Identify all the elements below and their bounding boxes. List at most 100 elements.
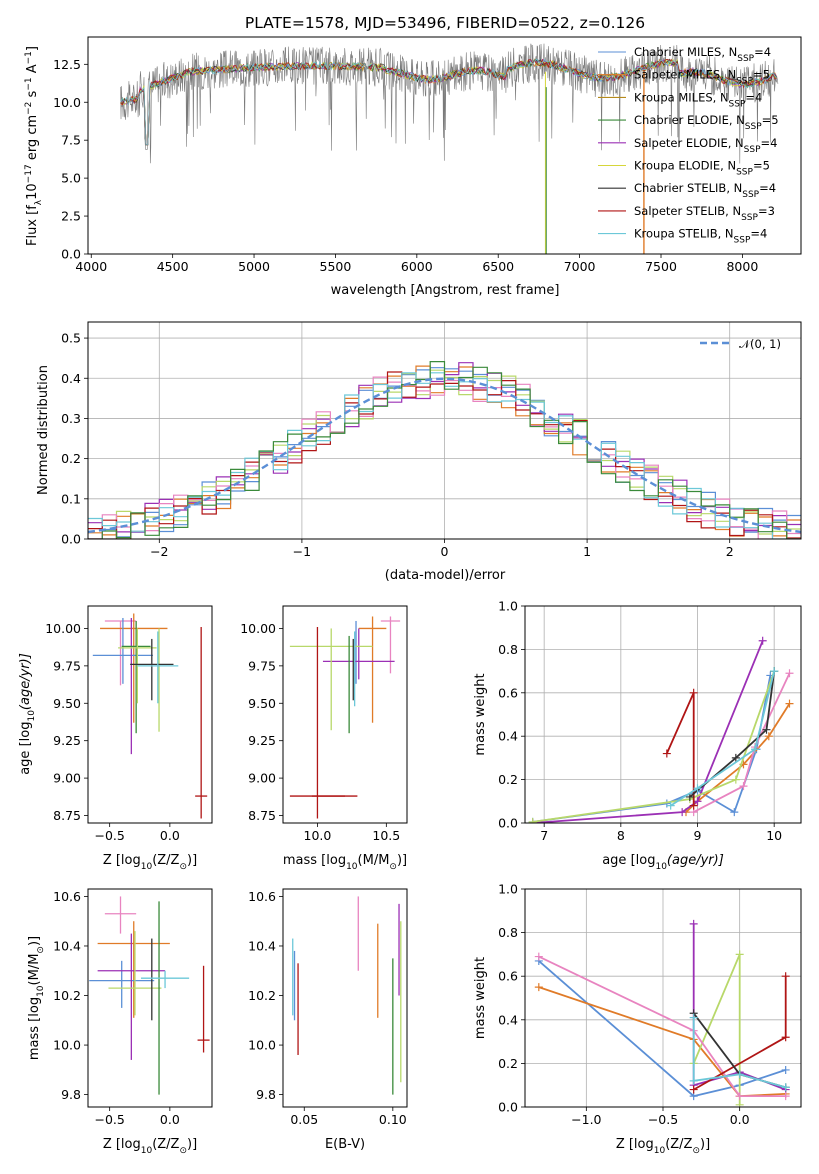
legend-label: Salpeter ELODIE, NSSP=4 bbox=[634, 136, 777, 155]
axes-frame bbox=[282, 888, 408, 1108]
x-tick-label: 6500 bbox=[482, 259, 514, 274]
x-tick-label: 4500 bbox=[157, 259, 189, 274]
x-tick-label: 7000 bbox=[564, 259, 596, 274]
weight-series bbox=[534, 952, 790, 1101]
weight-marker bbox=[785, 669, 794, 678]
x-tick-label: 0.0 bbox=[160, 828, 180, 843]
error-bar-point bbox=[108, 931, 162, 1016]
legend: Chabrier MILES, NSSP=4 Salpeter MILES, NS… bbox=[598, 45, 779, 246]
legend-label: 𝒩(0, 1) bbox=[739, 337, 781, 351]
x-tick-label: 5500 bbox=[320, 259, 352, 274]
mass-weight-vs-age: 7 8 9 10 0.0 0.2 0.4 0.6 0.8 1.0 bbox=[498, 599, 802, 843]
error-bar-point bbox=[137, 631, 179, 704]
mass-weight-vs-metallicity: −1.0 −0.5 0.0 0.0 0.2 0.4 0.6 0.8 1.0 bbox=[498, 882, 802, 1127]
weight-line bbox=[538, 955, 786, 1097]
axes-frame bbox=[282, 605, 408, 824]
weight-series bbox=[689, 972, 790, 1094]
x-tick-label: 4000 bbox=[75, 259, 107, 274]
weight-marker bbox=[735, 1070, 744, 1079]
y-tick-label: 9.50 bbox=[53, 696, 81, 711]
axes-frame bbox=[87, 605, 213, 824]
x-axis-label: (data-model)/error bbox=[385, 568, 506, 583]
plot-area bbox=[89, 896, 210, 1095]
x-tick-label: −1 bbox=[293, 544, 311, 559]
plot-area bbox=[88, 361, 801, 539]
legend-label: Salpeter MILES, NSSP=5 bbox=[634, 68, 770, 87]
axes-frame bbox=[524, 605, 802, 824]
x-tick-label: 6000 bbox=[401, 259, 433, 274]
y-tick-label: 10.00 bbox=[45, 621, 81, 636]
error-bar-point bbox=[100, 613, 168, 723]
y-tick-label: 10.0 bbox=[53, 1038, 81, 1053]
weight-line bbox=[538, 960, 786, 1098]
weight-marker bbox=[781, 1033, 790, 1042]
weight-line bbox=[693, 672, 791, 813]
weight-marker bbox=[758, 636, 767, 645]
weight-series bbox=[528, 667, 779, 823]
x-tick-label: 10.5 bbox=[372, 828, 400, 843]
y-axis-label: mass weight bbox=[473, 957, 488, 1039]
y-tick-label: 8.75 bbox=[248, 808, 276, 823]
legend-label: Chabrier STELIB, NSSP=4 bbox=[634, 181, 776, 200]
weight-marker bbox=[731, 753, 740, 762]
x-axis-label: E(B-V) bbox=[325, 1137, 365, 1152]
x-tick-label: 0 bbox=[441, 544, 449, 559]
error-bar-point bbox=[197, 965, 210, 1053]
x-tick-label: 5000 bbox=[238, 259, 270, 274]
weight-marker bbox=[735, 1100, 744, 1107]
weight-marker bbox=[693, 784, 702, 793]
x-tick-label: 0.0 bbox=[730, 1112, 750, 1127]
weight-marker bbox=[534, 983, 543, 992]
axes-frame bbox=[524, 888, 802, 1108]
weight-marker bbox=[781, 1065, 790, 1074]
weight-marker bbox=[764, 732, 773, 741]
error-bar-point bbox=[289, 628, 373, 731]
weight-line bbox=[532, 675, 772, 823]
weight-line bbox=[670, 670, 776, 807]
axes-frame bbox=[87, 888, 213, 1108]
plot-area bbox=[292, 896, 402, 1095]
weight-series bbox=[534, 983, 790, 1101]
error-bar-point bbox=[97, 921, 170, 1018]
y-tick-label: 0.8 bbox=[498, 925, 518, 940]
plot-area bbox=[120, 43, 779, 254]
legend-label: Chabrier ELODIE, NSSP=5 bbox=[634, 113, 779, 132]
y-tick-label: 9.00 bbox=[248, 771, 276, 786]
y-tick-label: 10.0 bbox=[248, 1038, 276, 1053]
y-tick-label: 0.6 bbox=[498, 969, 518, 984]
x-axis-label: Z [log10(Z/Z⊙)] bbox=[616, 1137, 710, 1156]
age-vs-mass: 10.0 10.5 8.75 9.00 9.25 9.50 9.75 10.00 bbox=[240, 605, 408, 843]
y-tick-label: 10.6 bbox=[53, 889, 81, 904]
y-tick-label: 0.1 bbox=[61, 491, 81, 506]
y-axis-label: Flux [fλ10−17 erg cm−2 s−1 A−1] bbox=[24, 46, 44, 246]
y-axis-label: Normed distribution bbox=[36, 365, 51, 495]
x-axis-label: age [log10(age/yr)] bbox=[602, 853, 724, 872]
chart-title: PLATE=1578, MJD=53496, FIBERID=0522, z=0… bbox=[245, 14, 645, 32]
x-tick-label: 0.0 bbox=[160, 1112, 180, 1127]
x-axis-label: mass [log10(M/M⊙)] bbox=[283, 853, 407, 872]
y-tick-label: 12.5 bbox=[53, 57, 81, 72]
weight-line bbox=[665, 692, 695, 806]
model-spectrum-line bbox=[120, 58, 778, 146]
x-tick-label: 8000 bbox=[726, 259, 758, 274]
model-spectrum-line bbox=[120, 58, 778, 146]
x-tick-label: 0.10 bbox=[379, 1112, 407, 1127]
x-tick-label: −0.5 bbox=[94, 828, 124, 843]
y-tick-label: 10.2 bbox=[53, 988, 81, 1003]
plot-area bbox=[528, 636, 794, 823]
y-tick-label: 0.0 bbox=[61, 532, 81, 547]
x-axis-label: Z [log10(Z/Z⊙)] bbox=[103, 1137, 197, 1156]
error-bar-point bbox=[380, 616, 401, 674]
weight-marker bbox=[785, 699, 794, 708]
y-tick-label: 9.75 bbox=[248, 658, 276, 673]
weight-marker bbox=[770, 667, 779, 676]
weight-series bbox=[528, 671, 775, 823]
age-vs-metallicity: −0.5 0.0 8.75 9.00 9.25 9.50 9.75 10.00 bbox=[45, 605, 213, 843]
weight-marker bbox=[689, 688, 698, 697]
y-axis-label: mass weight bbox=[473, 673, 488, 755]
y-tick-label: 8.75 bbox=[53, 808, 81, 823]
weight-marker bbox=[678, 808, 687, 817]
x-tick-label: 8 bbox=[617, 828, 625, 843]
y-tick-label: 0.2 bbox=[498, 1056, 518, 1071]
weight-line bbox=[538, 986, 786, 1098]
